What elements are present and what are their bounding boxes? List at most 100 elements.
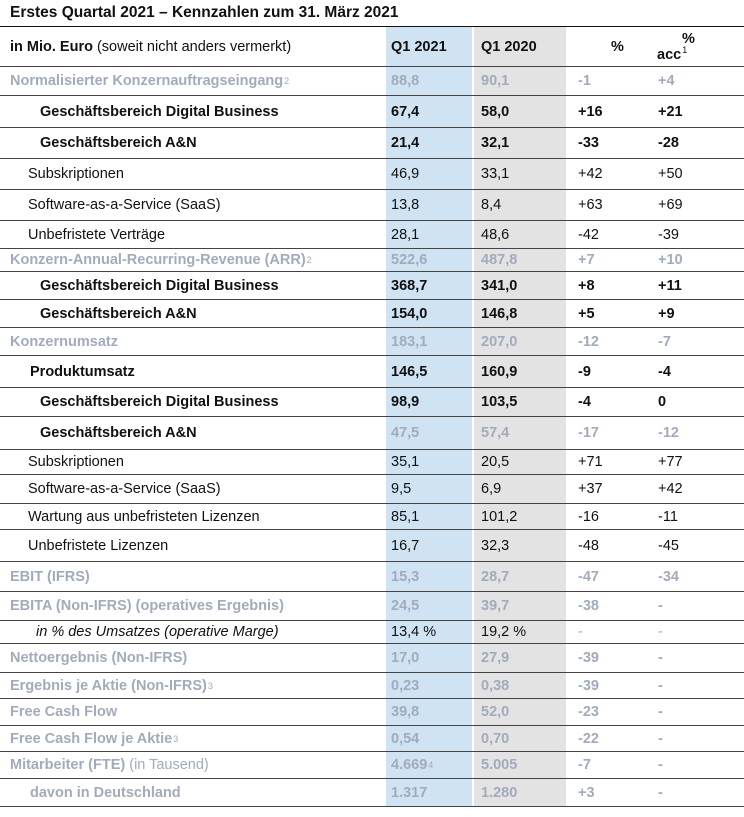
row-label: Nettoergebnis (Non-IFRS): [10, 650, 188, 666]
row-label: Mitarbeiter (FTE) (in Tausend): [10, 752, 209, 778]
cell-pct: -1: [578, 73, 591, 89]
cell-q1-2020: 28,7: [481, 568, 510, 585]
cell-pct: -4: [578, 394, 591, 410]
cell-q1-2020: 0,70: [481, 730, 510, 747]
header-unit-note: (soweit nicht anders vermerkt): [96, 38, 292, 55]
header-unit-bold: in Mio. Euro: [10, 38, 93, 55]
cell-q1-2021: 0,54: [391, 730, 420, 747]
q1-2020-column-highlight: [474, 27, 566, 807]
cell-pct: +71: [578, 454, 603, 470]
row-label: Free Cash Flow: [10, 704, 118, 720]
cell-acc: -45: [658, 537, 679, 554]
table-row: Free Cash Flow je Aktie 3 0,54 0,70 -22 -: [0, 726, 744, 752]
cell-q1-2021: 24,5: [391, 598, 420, 614]
table-row: Software-as-a-Service (SaaS) 9,5 6,9 +37…: [0, 475, 744, 504]
cell-q1-2020: 57,4: [481, 425, 510, 441]
cell-q1-2020: 103,5: [481, 394, 518, 410]
cell-pct: -47: [578, 568, 599, 585]
cell-q1-2020: 48,6: [481, 226, 510, 243]
cell-pct: +8: [578, 277, 595, 294]
cell-pct: -17: [578, 425, 599, 441]
cell-q1-2021: 146,5: [391, 363, 428, 380]
cell-q1-2020: 5.005: [481, 757, 518, 773]
cell-pct: -7: [578, 757, 591, 773]
cell-pct: +5: [578, 305, 595, 322]
cell-q1-2021: 35,1: [391, 454, 420, 470]
cell-q1-2020: 58,0: [481, 103, 510, 120]
table-row: Mitarbeiter (FTE) (in Tausend) 4.669 4 5.…: [0, 752, 744, 779]
table-row: Ergebnis je Aktie (Non-IFRS) 3 0,23 0,38 …: [0, 673, 744, 699]
row-label: Unbefristete Lizenzen: [28, 537, 169, 554]
cell-q1-2021: 183,1: [391, 333, 428, 350]
row-label: Geschäftsbereich A&N: [40, 305, 197, 322]
header-pct: %: [611, 38, 624, 55]
cell-acc: -4: [658, 363, 671, 380]
row-label: Subskriptionen: [28, 454, 124, 470]
cell-pct: +3: [578, 784, 595, 801]
cell-acc: 0: [658, 394, 667, 410]
cell-acc: -34: [658, 568, 679, 585]
cell-pct: -39: [578, 677, 599, 694]
cell-q1-2020: 19,2 %: [481, 624, 527, 640]
cell-pct: +63: [578, 197, 603, 213]
row-label: Unbefristete Verträge: [28, 226, 166, 243]
cell-pct: +16: [578, 103, 603, 120]
kpi-table: in Mio. Euro (soweit nicht anders vermer…: [0, 27, 744, 807]
table-row: Geschäftsbereich Digital Business 98,9 1…: [0, 388, 744, 417]
table-header-row: in Mio. Euro (soweit nicht anders vermer…: [0, 27, 744, 67]
row-label: Geschäftsbereich Digital Business: [40, 394, 279, 410]
cell-q1-2021: 17,0: [391, 650, 420, 666]
row-label: in % des Umsatzes (operative Marge): [36, 624, 279, 640]
cell-acc: -: [658, 757, 663, 773]
row-label: EBIT (IFRS): [10, 568, 90, 585]
row-label: Ergebnis je Aktie (Non-IFRS) 3: [10, 677, 213, 694]
header-unit-label: in Mio. Euro (soweit nicht anders vermer…: [10, 27, 291, 66]
cell-acc: -7: [658, 333, 671, 350]
cell-q1-2020: 20,5: [481, 454, 510, 470]
cell-q1-2021: 1.317: [391, 784, 428, 801]
table-row: Normalisierter Konzernauftragseingang 2 8…: [0, 67, 744, 96]
table-row: EBIT (IFRS) 15,3 28,7 -47 -34: [0, 562, 744, 592]
row-label: Software-as-a-Service (SaaS): [28, 481, 221, 497]
cell-q1-2021: 85,1: [391, 508, 420, 525]
cell-q1-2021: 368,7: [391, 277, 428, 294]
cell-pct: -22: [578, 730, 599, 747]
cell-acc: -12: [658, 425, 679, 441]
cell-q1-2021: 28,1: [391, 226, 420, 243]
table-row: davon in Deutschland 1.317 1.280 +3 -: [0, 779, 744, 807]
cell-q1-2020: 487,8: [481, 252, 518, 268]
cell-pct: +42: [578, 166, 603, 182]
row-label: Konzern-Annual-Recurring-Revenue (ARR) 2: [10, 252, 312, 268]
cell-acc: -: [658, 624, 663, 640]
cell-pct: -: [578, 624, 583, 640]
table-row: Nettoergebnis (Non-IFRS) 17,0 27,9 -39 -: [0, 644, 744, 673]
cell-pct: -9: [578, 363, 591, 380]
cell-q1-2020: 27,9: [481, 650, 510, 666]
cell-q1-2020: 146,8: [481, 305, 518, 322]
cell-acc: -: [658, 650, 663, 666]
row-label: Geschäftsbereich A&N: [40, 135, 197, 151]
row-label: Subskriptionen: [28, 166, 124, 182]
cell-q1-2021: 98,9: [391, 394, 420, 410]
cell-acc: -: [658, 598, 663, 614]
row-label: Geschäftsbereich A&N: [40, 425, 197, 441]
cell-acc: +42: [658, 481, 683, 497]
row-label: Software-as-a-Service (SaaS): [28, 197, 221, 213]
table-row: Produktumsatz 146,5 160,9 -9 -4: [0, 356, 744, 388]
cell-q1-2020: 101,2: [481, 508, 518, 525]
row-label: Geschäftsbereich Digital Business: [40, 103, 279, 120]
table-row: Subskriptionen 35,1 20,5 +71 +77: [0, 450, 744, 475]
cell-q1-2021: 15,3: [391, 568, 420, 585]
cell-pct: -12: [578, 333, 599, 350]
table-row: Geschäftsbereich A&N 47,5 57,4 -17 -12: [0, 417, 744, 450]
cell-acc: -: [658, 784, 663, 801]
cell-q1-2021: 0,23: [391, 677, 420, 694]
cell-acc: -11: [658, 508, 678, 525]
cell-acc: -: [658, 677, 663, 694]
cell-q1-2021: 13,4 %: [391, 624, 437, 640]
row-label: Konzernumsatz: [10, 333, 118, 350]
table-row: Geschäftsbereich A&N 154,0 146,8 +5 +9: [0, 300, 744, 328]
cell-pct: -38: [578, 598, 599, 614]
cell-q1-2021: 13,8: [391, 197, 420, 213]
cell-q1-2020: 32,1: [481, 135, 510, 151]
